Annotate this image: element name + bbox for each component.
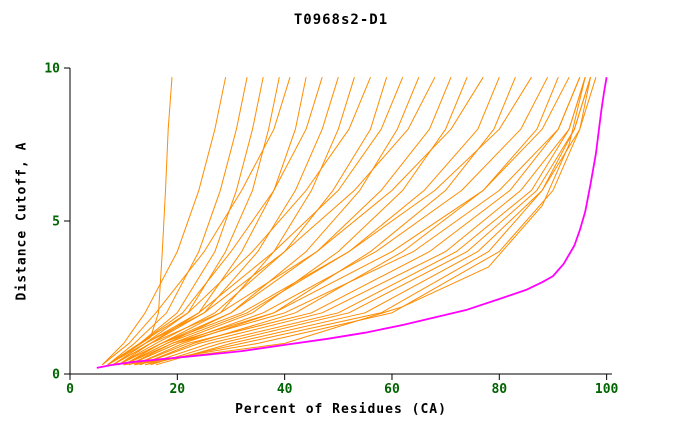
series-line-orange-33 [123,77,586,366]
series-line-orange-32 [134,77,597,366]
series-line-orange-01 [112,77,173,363]
series-line-orange-11 [107,77,371,366]
x-tick-label: 80 [491,382,507,397]
series-line-orange-24 [123,76,570,366]
x-tick-label: 60 [384,382,400,397]
y-tick-label: 0 [52,368,60,383]
series-line-orange-28 [128,77,581,366]
series-line-orange-14 [123,77,420,366]
series-line-orange-06 [101,77,291,366]
x-tick-label: 100 [595,382,619,397]
series-line-orange-03 [107,77,248,366]
series-line-orange-02 [101,77,227,366]
x-tick-label: 40 [277,382,293,397]
y-tick-label: 10 [44,62,60,77]
series-line-orange-18 [112,76,484,366]
series-line-orange-29 [139,77,586,366]
series-line-orange-31 [144,77,591,366]
series-line-orange-22 [128,76,549,366]
series-line-orange-20 [134,77,516,366]
series-line-magenta [96,77,608,369]
y-tick-label: 5 [52,215,60,230]
series-line-orange-23 [139,77,559,366]
chart-title: T0968s2-D1 [293,12,389,28]
series-line-orange-15 [107,76,436,366]
x-tick-label: 20 [169,382,185,397]
x-tick-label: 0 [66,382,74,397]
series-line-orange-08 [107,77,323,366]
x-axis-label: Percent of Residues (CA) [235,402,447,417]
series-line-orange-21 [118,76,532,366]
